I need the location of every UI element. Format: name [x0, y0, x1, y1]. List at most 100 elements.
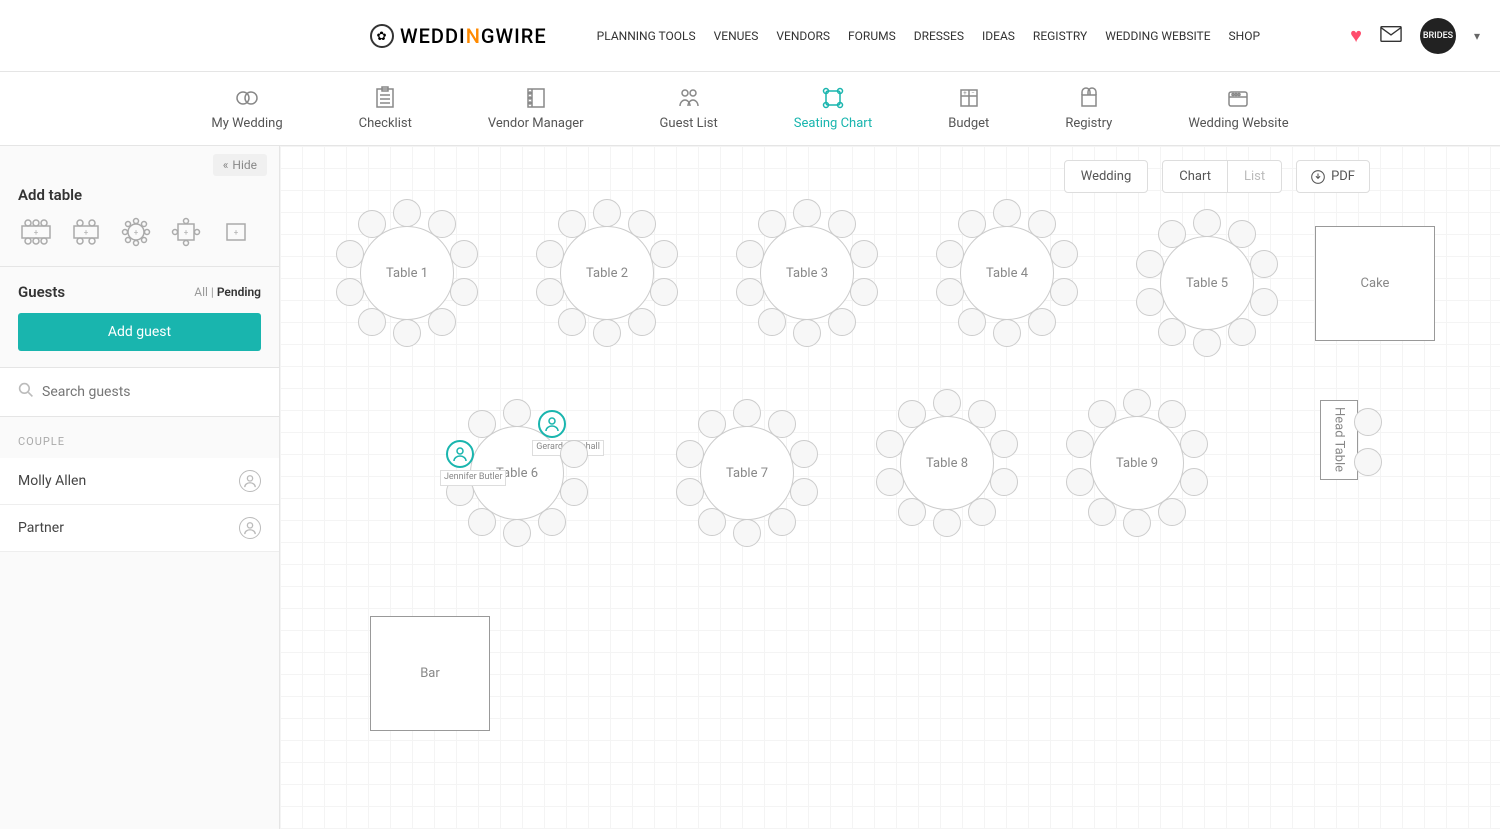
seat[interactable]	[1050, 240, 1078, 268]
seat[interactable]	[990, 468, 1018, 496]
subnav-item-vendor-manager[interactable]: Vendor Manager	[480, 76, 592, 141]
seat[interactable]	[958, 210, 986, 238]
seat[interactable]	[428, 308, 456, 336]
seat[interactable]	[933, 389, 961, 417]
seat[interactable]	[650, 278, 678, 306]
seat[interactable]	[990, 430, 1018, 458]
seat[interactable]	[698, 508, 726, 536]
guest-row[interactable]: Partner	[0, 505, 279, 552]
topnav-link[interactable]: SHOP	[1229, 29, 1261, 43]
seat[interactable]	[758, 308, 786, 336]
seat[interactable]	[1228, 318, 1256, 346]
seat[interactable]	[503, 519, 531, 547]
subnav-item-seating-chart[interactable]: Seating Chart	[786, 76, 880, 141]
seat[interactable]	[1354, 448, 1382, 476]
topnav-link[interactable]: VENDORS	[776, 29, 830, 43]
seat[interactable]	[898, 498, 926, 526]
shape-round[interactable]: +	[118, 216, 154, 248]
topnav-link[interactable]: REGISTRY	[1033, 29, 1087, 43]
seating-canvas[interactable]: Wedding Chart List PDF Table 1Table 2Tab…	[280, 146, 1500, 829]
seat[interactable]	[1028, 210, 1056, 238]
seat[interactable]	[1180, 430, 1208, 458]
seat[interactable]	[793, 319, 821, 347]
list-view-button[interactable]: List	[1228, 161, 1281, 192]
user-avatar[interactable]: BRIDES	[1420, 18, 1456, 54]
rect-bar[interactable]: Bar	[370, 616, 490, 731]
seat[interactable]	[958, 308, 986, 336]
round-table[interactable]: Table 6Gerard MarshallJennifer Butler	[450, 406, 584, 540]
seat[interactable]	[968, 498, 996, 526]
seat[interactable]	[1158, 318, 1186, 346]
seat[interactable]	[1193, 329, 1221, 357]
seat[interactable]	[793, 199, 821, 227]
subnav-item-my-wedding[interactable]: My Wedding	[203, 76, 290, 141]
seat[interactable]	[1193, 209, 1221, 237]
topnav-link[interactable]: VENUES	[714, 29, 759, 43]
shape-square[interactable]: +	[168, 216, 204, 248]
seat[interactable]	[790, 478, 818, 506]
seat[interactable]	[1158, 498, 1186, 526]
add-guest-button[interactable]: Add guest	[18, 313, 261, 351]
subnav-item-wedding-website[interactable]: Wedding Website	[1180, 76, 1296, 141]
seat[interactable]	[733, 399, 761, 427]
guests-filter[interactable]: All | Pending	[194, 285, 261, 299]
seat[interactable]	[1123, 509, 1151, 537]
search-box[interactable]	[0, 367, 279, 417]
shape-rect-short[interactable]: +	[68, 216, 104, 248]
guest-row[interactable]: Molly Allen	[0, 458, 279, 505]
seat[interactable]	[628, 308, 656, 336]
seat[interactable]	[1088, 498, 1116, 526]
seat[interactable]	[876, 468, 904, 496]
subnav-item-registry[interactable]: Registry	[1057, 76, 1120, 141]
seat[interactable]	[1250, 250, 1278, 278]
search-input[interactable]	[42, 384, 261, 400]
seat[interactable]	[790, 440, 818, 468]
topnav-link[interactable]: DRESSES	[914, 29, 964, 43]
hide-sidebar-button[interactable]: « Hide	[213, 154, 267, 176]
seat[interactable]	[558, 210, 586, 238]
topnav-link[interactable]: IDEAS	[982, 29, 1015, 43]
seat[interactable]	[1158, 400, 1186, 428]
seat[interactable]	[698, 410, 726, 438]
shape-box[interactable]: +	[218, 216, 254, 248]
seat[interactable]	[768, 508, 796, 536]
filter-all[interactable]: All	[194, 285, 208, 299]
wedding-view-button[interactable]: Wedding	[1065, 161, 1148, 192]
brand-logo[interactable]: ✿ WEDDINGWIRE	[370, 24, 547, 48]
round-table[interactable]: Table 4	[940, 206, 1074, 340]
filter-pending[interactable]: Pending	[217, 285, 261, 299]
seat[interactable]	[336, 278, 364, 306]
seat[interactable]	[898, 400, 926, 428]
rect-head[interactable]: Head Table	[1320, 400, 1358, 480]
seat[interactable]	[468, 410, 496, 438]
seat[interactable]	[536, 278, 564, 306]
seat[interactable]	[450, 278, 478, 306]
seat[interactable]	[1228, 220, 1256, 248]
seat[interactable]	[1158, 220, 1186, 248]
seat[interactable]	[358, 210, 386, 238]
seat[interactable]	[1123, 389, 1151, 417]
subnav-item-checklist[interactable]: Checklist	[351, 76, 420, 141]
seat[interactable]	[1066, 468, 1094, 496]
topnav-link[interactable]: PLANNING TOOLS	[597, 29, 696, 43]
seat[interactable]	[676, 478, 704, 506]
seat[interactable]	[936, 278, 964, 306]
favorites-icon[interactable]: ♥	[1350, 23, 1362, 48]
seat[interactable]	[538, 508, 566, 536]
seat[interactable]	[560, 478, 588, 506]
seat[interactable]	[358, 308, 386, 336]
round-table[interactable]: Table 3	[740, 206, 874, 340]
seat[interactable]	[828, 210, 856, 238]
rect-cake[interactable]: Cake	[1315, 226, 1435, 341]
round-table[interactable]: Table 2	[540, 206, 674, 340]
seat[interactable]	[593, 199, 621, 227]
seat[interactable]	[558, 308, 586, 336]
seat[interactable]	[733, 519, 761, 547]
subnav-item-guest-list[interactable]: Guest List	[652, 76, 726, 141]
chevron-down-icon[interactable]: ▾	[1474, 29, 1480, 43]
seat[interactable]	[593, 319, 621, 347]
seat[interactable]	[1250, 288, 1278, 316]
seat[interactable]	[560, 440, 588, 468]
seat[interactable]	[628, 210, 656, 238]
chart-view-button[interactable]: Chart	[1163, 161, 1228, 192]
